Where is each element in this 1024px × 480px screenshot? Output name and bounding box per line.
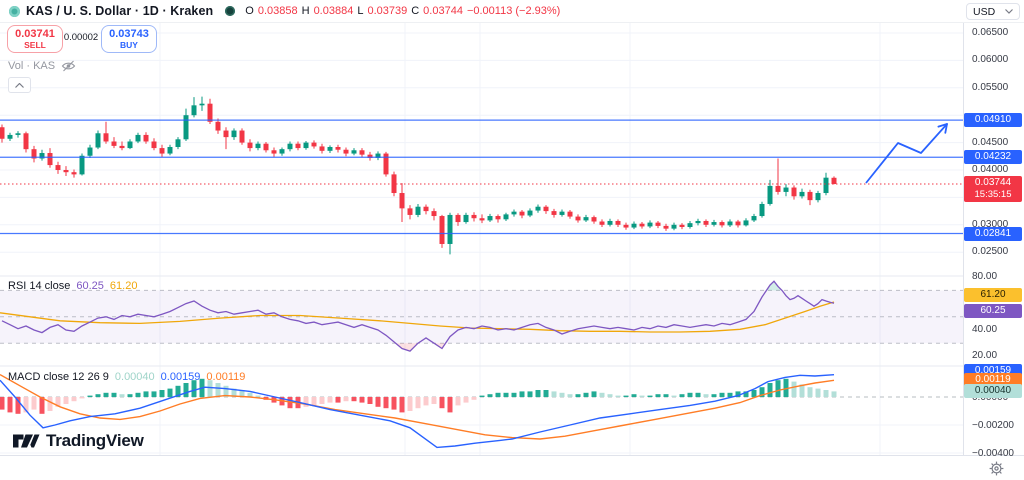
rsi-tick: 40.00 [972,324,998,335]
spread-value: 0.00002 [63,32,99,43]
buy-price: 0.03743 [109,28,149,40]
collapse-pane-button[interactable] [8,77,31,93]
sell-price: 0.03741 [15,28,55,40]
volume-legend: Vol · KAS [8,60,76,72]
macd-hist-badge: 0.00040 [964,384,1022,398]
series-marker-icon [225,6,236,16]
price-tick: 0.02500 [972,246,1009,258]
eye-hidden-icon[interactable] [61,60,76,72]
price-tick: 0.06500 [972,27,1009,38]
macd-hist-value: 0.00040 [114,371,155,383]
time-axis-settings-gear-icon[interactable] [989,461,1004,480]
symbol-logo-icon [9,5,20,17]
low-label: L [357,5,364,17]
low-value: 0.03739 [367,5,408,17]
price-level-badge: 0.02841 [964,226,1022,241]
price-tick: 0.06000 [972,54,1009,66]
bar-countdown: 15:35:15 [974,189,1012,201]
rsi-title[interactable]: RSI 14 close [8,280,71,292]
macd-tick: −0.00200 [972,420,1014,431]
price-level-badge: 0.04910 [964,113,1022,128]
price-level-badge: 0.04232 [964,150,1022,165]
close-value: 0.03744 [423,5,463,17]
tradingview-logo-text: TradingView [46,431,144,450]
sell-label: SELL [24,40,46,50]
price-tick: 0.03000 [972,218,1009,230]
sell-button[interactable]: 0.03741 SELL [7,25,63,53]
close-label: C [411,5,420,17]
macd-title[interactable]: MACD close 12 26 9 [8,371,109,383]
last-price-badge: 0.03744 15:35:15 [964,176,1022,203]
last-price-value: 0.03744 [974,177,1012,189]
macd-legend: MACD close 12 26 9 0.00040 0.00159 0.001… [8,371,245,383]
rsi-tick: 80.00 [972,271,998,283]
time-axis[interactable] [0,455,1024,480]
price-tick: 0.05500 [972,81,1009,93]
high-label: H [301,5,310,17]
rsi-value-badge: 60.25 [964,304,1022,319]
currency-label: USD [973,5,996,18]
buy-button[interactable]: 0.03743 BUY [101,25,157,53]
open-label: O [245,5,254,17]
change-value: −0.00113 (−2.93%) [466,5,561,17]
price-tick: 0.04000 [972,164,1009,175]
rsi-value: 60.25 [76,280,104,292]
chevron-up-icon [15,82,24,88]
rsi-tick: 20.00 [972,350,998,362]
chart-toolbar: KAS / U. S. Dollar · 1D · Kraken O 0.0385… [0,0,1024,23]
open-value: 0.03858 [257,5,298,17]
macd-signal-value: 0.00119 [206,371,246,383]
macd-tick: −0.00400 [972,448,1014,459]
chevron-down-icon [1005,9,1013,14]
symbol-title[interactable]: KAS / U. S. Dollar · 1D · Kraken [26,4,214,18]
macd-signal-badge: 0.00119 [964,373,1022,387]
macd-line-value: 0.00159 [160,371,201,383]
tradingview-logo[interactable]: TradingView [13,431,144,451]
ohlc-readout: O 0.03858 H 0.03884 L 0.03739 C 0.03744 −0.0… [245,5,560,17]
rsi-ma-value: 61.20 [109,280,138,292]
currency-selector[interactable]: USD [966,3,1020,20]
volume-legend-label: Vol · KAS [8,60,56,72]
price-tick: 0.04500 [972,136,1009,148]
rsi-legend: RSI 14 close 60.25 61.20 [8,280,137,292]
high-value: 0.03884 [313,5,354,17]
tradingview-logo-icon [13,434,40,448]
rsi-ma-badge: 61.20 [964,288,1022,303]
buy-label: BUY [120,40,138,50]
